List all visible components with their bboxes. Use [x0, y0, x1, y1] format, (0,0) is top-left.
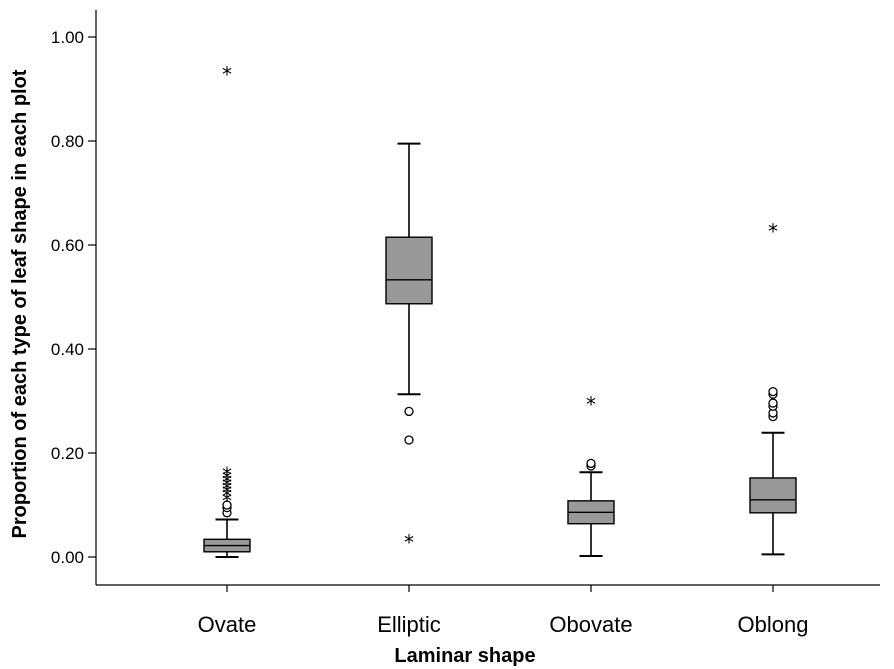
extreme-point: *: [222, 471, 232, 495]
x-tick-label: Ovate: [198, 612, 257, 637]
y-axis-title: Proportion of each type of leaf shape in…: [9, 69, 31, 538]
y-tick-label: 0.60: [51, 236, 84, 255]
boxes: ************: [203, 62, 797, 558]
iqr-box: [749, 477, 797, 514]
outlier-point: [586, 458, 596, 469]
extreme-point: *: [222, 481, 232, 505]
extreme-point: *: [222, 477, 232, 501]
extreme-point: *: [222, 485, 232, 509]
x-tick-labels: Ovate Elliptic Obovate Oblong: [198, 585, 809, 637]
y-tick-label: 1.00: [51, 28, 84, 47]
iqr-box: [385, 236, 433, 305]
outlier-point: [404, 406, 414, 417]
outlier-point: [768, 386, 778, 397]
extreme-point: *: [222, 463, 232, 487]
box-oblong: *: [749, 219, 797, 556]
extreme-point: *: [404, 530, 414, 554]
box-ovate: *********: [203, 62, 251, 558]
x-tick-label: Obovate: [549, 612, 632, 637]
box-elliptic: *: [385, 142, 433, 554]
outlier-point: [222, 500, 232, 510]
y-ticks: 0.00 0.20 0.40 0.60 0.80 1.00: [51, 28, 96, 567]
x-tick-label: Elliptic: [377, 612, 441, 637]
y-tick-label: 0.20: [51, 444, 84, 463]
box-obovate: *: [567, 393, 615, 557]
x-axis-title: Laminar shape: [394, 645, 535, 667]
extreme-point: *: [222, 62, 232, 86]
extreme-point: *: [586, 393, 596, 417]
y-tick-label: 0.00: [51, 548, 84, 567]
extreme-point: *: [222, 489, 232, 513]
x-tick-label: Oblong: [738, 612, 809, 637]
y-tick-label: 0.80: [51, 132, 84, 151]
y-tick-label: 0.40: [51, 340, 84, 359]
outlier-point: [768, 398, 778, 408]
extreme-point: *: [222, 467, 232, 491]
extreme-point: *: [222, 474, 232, 498]
extreme-point: *: [768, 219, 778, 243]
outlier-point: [404, 435, 414, 445]
